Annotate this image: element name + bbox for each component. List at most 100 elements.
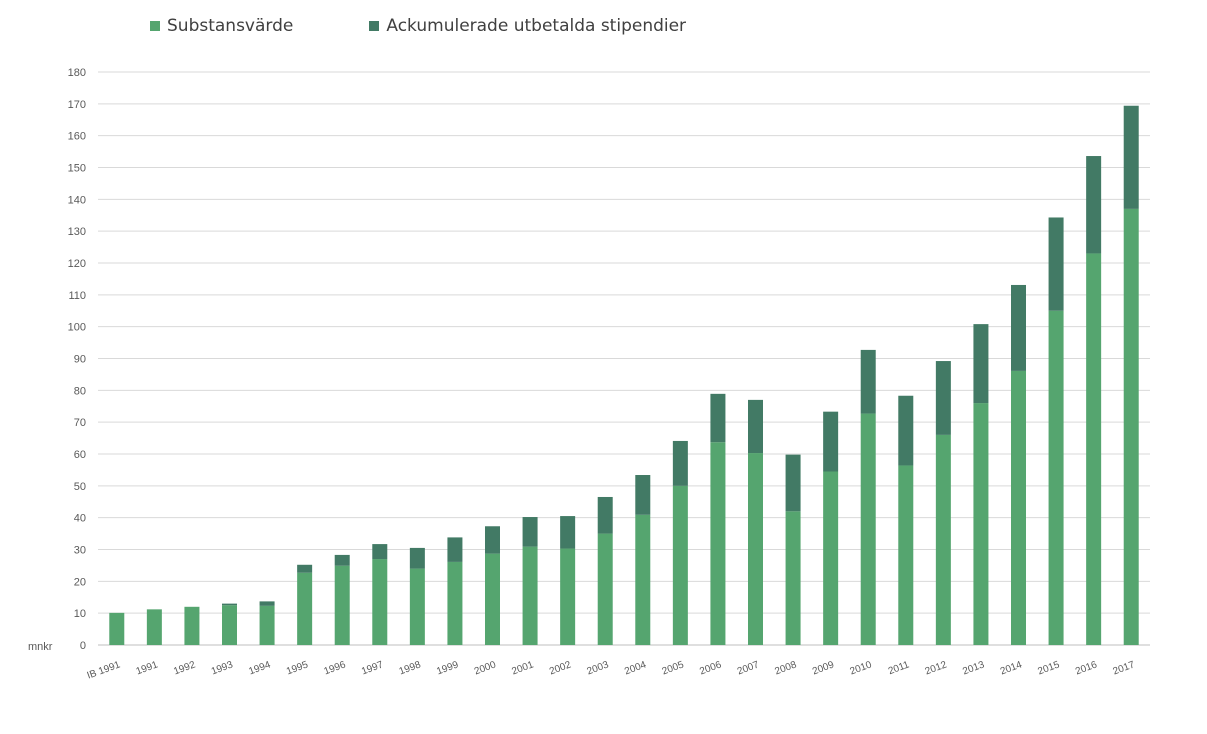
bar-stipendier-19 xyxy=(823,411,839,472)
y-tick-label: 20 xyxy=(74,576,86,588)
bars xyxy=(109,105,1139,645)
x-tick-label: 2003 xyxy=(586,659,611,677)
gridlines xyxy=(98,71,1150,646)
x-axis: IB 1991 1991 1992 1993 1994 1995 1996 1997 1998 1… xyxy=(86,659,1137,681)
bar-stipendier-7 xyxy=(372,544,388,560)
x-tick-label: 2004 xyxy=(623,659,648,677)
bar-substansvarde-25 xyxy=(1048,310,1064,645)
y-tick-label: 150 xyxy=(68,163,86,175)
y-tick-label: 160 xyxy=(68,131,86,143)
x-tick-label: 2013 xyxy=(961,659,986,677)
chart-legend: Substansvärde Ackumulerade utbetalda sti… xyxy=(150,16,762,36)
bar-stipendier-10 xyxy=(485,526,500,554)
legend-item-substansvarde: Substansvärde xyxy=(150,16,293,36)
x-tick-label: 2015 xyxy=(1036,659,1061,677)
x-tick-label: 2000 xyxy=(473,659,498,677)
x-tick-label: 1996 xyxy=(323,659,348,677)
bar-substansvarde-10 xyxy=(485,553,500,645)
bar-substansvarde-20 xyxy=(860,413,876,645)
x-tick-label: 1994 xyxy=(247,659,272,677)
bar-stipendier-9 xyxy=(447,537,463,562)
bar-stipendier-14 xyxy=(635,475,651,515)
y-tick-label: 60 xyxy=(74,449,86,461)
x-tick-label: 2001 xyxy=(510,659,535,677)
x-tick-label: 1991 xyxy=(135,659,160,677)
y-tick-label: 120 xyxy=(68,258,86,270)
y-tick-label: 70 xyxy=(74,417,86,429)
y-axis-label: mnkr xyxy=(28,641,53,653)
y-tick-label: 0 xyxy=(80,640,86,652)
x-tick-label: 1993 xyxy=(210,659,235,677)
x-tick-label: 1998 xyxy=(398,659,423,677)
x-tick-label: 2009 xyxy=(811,659,836,677)
bar-stipendier-4 xyxy=(259,601,275,606)
legend-label-substansvarde: Substansvärde xyxy=(167,16,294,36)
bar-stipendier-6 xyxy=(334,554,350,566)
bar-substansvarde-14 xyxy=(635,514,651,645)
x-tick-label: 2006 xyxy=(698,659,723,677)
x-tick-label: 1992 xyxy=(172,659,197,677)
bar-stipendier-25 xyxy=(1048,217,1064,311)
legend-swatch-stipendier xyxy=(369,21,380,31)
y-tick-label: 30 xyxy=(74,545,86,557)
y-tick-label: 90 xyxy=(74,354,86,366)
bar-substansvarde-11 xyxy=(522,546,538,645)
x-tick-label: 1995 xyxy=(285,659,310,677)
bar-stipendier-15 xyxy=(672,440,688,486)
legend-swatch-substansvarde xyxy=(150,21,160,31)
bar-substansvarde-17 xyxy=(748,453,763,645)
bar-stipendier-5 xyxy=(297,564,313,573)
bar-stipendier-21 xyxy=(898,395,914,466)
bar-substansvarde-22 xyxy=(935,434,951,645)
y-tick-label: 130 xyxy=(68,226,86,238)
bar-substansvarde-8 xyxy=(409,568,425,645)
bar-stipendier-24 xyxy=(1011,284,1026,371)
bar-substansvarde-5 xyxy=(297,572,313,645)
x-tick-label: 2017 xyxy=(1112,659,1137,677)
x-tick-label: IB 1991 xyxy=(86,659,123,681)
bar-stipendier-27 xyxy=(1123,105,1139,209)
x-tick-label: 2010 xyxy=(849,659,874,677)
bar-substansvarde-16 xyxy=(710,442,726,645)
x-tick-label: 2002 xyxy=(548,659,573,677)
bar-substansvarde-3 xyxy=(222,605,237,645)
bar-substansvarde-1 xyxy=(146,609,162,645)
y-tick-label: 10 xyxy=(74,608,86,620)
bar-substansvarde-27 xyxy=(1123,208,1139,645)
bar-substansvarde-23 xyxy=(973,403,989,645)
bar-substansvarde-6 xyxy=(334,565,350,645)
bar-substansvarde-18 xyxy=(785,511,801,645)
y-tick-label: 100 xyxy=(68,322,86,334)
y-tick-label: 110 xyxy=(68,290,86,302)
bar-substansvarde-15 xyxy=(672,485,688,645)
bar-substansvarde-9 xyxy=(447,561,463,645)
bar-stipendier-3 xyxy=(222,603,237,606)
bar-substansvarde-13 xyxy=(597,533,613,645)
y-tick-label: 140 xyxy=(68,194,86,206)
x-tick-label: 2007 xyxy=(736,659,761,677)
bar-substansvarde-0 xyxy=(109,612,125,645)
bar-stipendier-8 xyxy=(409,547,425,569)
legend-item-stipendier: Ackumulerade utbetalda stipendier xyxy=(369,16,686,36)
bar-substansvarde-2 xyxy=(184,606,200,645)
bar-stipendier-12 xyxy=(560,516,576,549)
bar-substansvarde-19 xyxy=(823,471,839,645)
bar-substansvarde-21 xyxy=(898,465,914,645)
bar-substansvarde-7 xyxy=(372,559,388,645)
x-tick-label: 2012 xyxy=(924,659,949,677)
y-tick-label: 40 xyxy=(74,513,86,525)
x-tick-label: 2008 xyxy=(773,659,798,677)
bar-substansvarde-24 xyxy=(1011,370,1026,645)
bar-stipendier-17 xyxy=(748,399,763,454)
x-tick-label: 1997 xyxy=(360,659,385,677)
bar-substansvarde-12 xyxy=(560,548,576,645)
legend-label-stipendier: Ackumulerade utbetalda stipendier xyxy=(386,16,687,36)
x-tick-label: 2005 xyxy=(661,659,686,677)
bar-stipendier-20 xyxy=(860,349,876,414)
y-tick-label: 180 xyxy=(68,67,86,79)
bar-stipendier-26 xyxy=(1086,156,1102,254)
y-tick-label: 50 xyxy=(74,481,86,493)
bar-stipendier-11 xyxy=(522,517,538,547)
x-tick-label: 2011 xyxy=(887,659,911,677)
